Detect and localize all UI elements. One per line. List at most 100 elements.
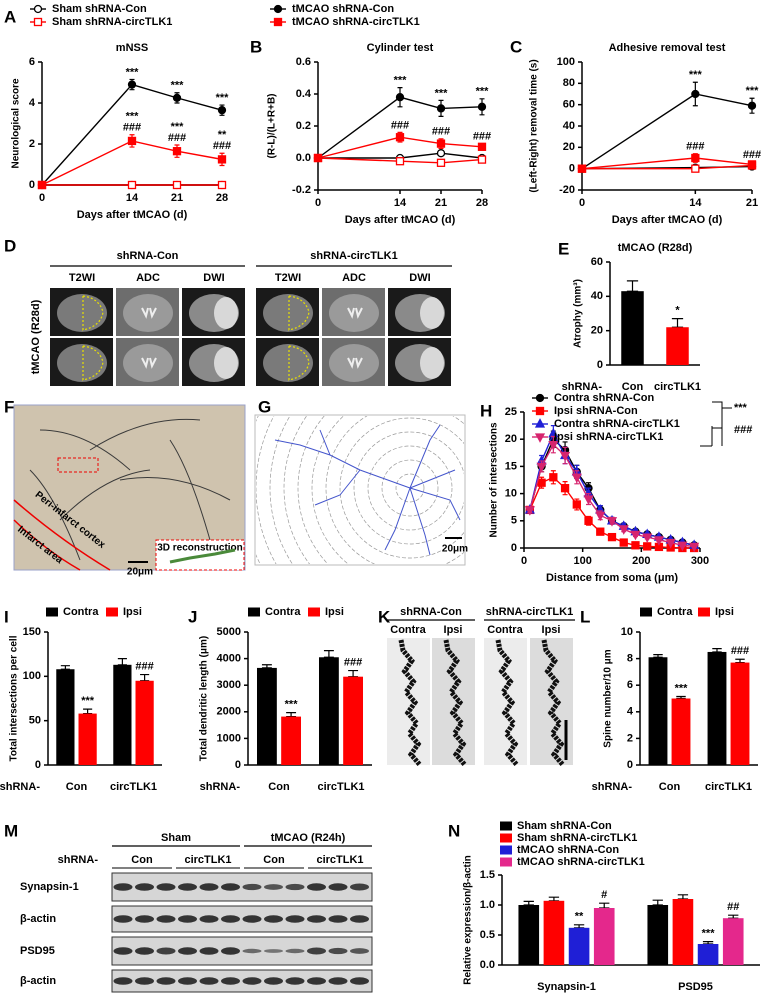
- row-label: tMCAO (R28d): [30, 299, 42, 374]
- error-bar: [671, 318, 684, 328]
- sholl-frame: [254, 414, 466, 566]
- error-bar: [702, 941, 714, 945]
- marker: [549, 473, 558, 482]
- legend-swatch: [500, 845, 512, 855]
- significance: ###: [432, 126, 450, 138]
- error-bar: [348, 669, 359, 678]
- series-line: [529, 432, 695, 546]
- neuron: [39, 429, 131, 471]
- bar: [281, 716, 302, 765]
- bar: [647, 905, 669, 965]
- significance: ###: [743, 149, 761, 161]
- group-label: shRNA-Con: [400, 606, 462, 618]
- marker: [536, 462, 547, 473]
- panel-letter: A: [4, 7, 16, 26]
- x-tick-label: 0: [521, 555, 527, 567]
- column-label: Ipsi: [542, 624, 561, 636]
- x-tick-label: circTLK1: [705, 781, 752, 793]
- category-prefix: shRNA-: [562, 381, 603, 393]
- marker: [217, 106, 227, 115]
- category-prefix: shRNA-: [0, 781, 40, 793]
- error-bar: [323, 650, 334, 658]
- y-tick-label: 1.0: [480, 899, 495, 911]
- row-label: β-actin: [20, 913, 56, 925]
- legend-label: Sham shRNA-circTLK1: [517, 832, 637, 844]
- y-tick-label: 2: [627, 732, 633, 744]
- panel-letter: C: [510, 37, 522, 56]
- y-tick-label: 80: [563, 77, 575, 89]
- group-label: shRNA-circTLK1: [310, 250, 397, 262]
- significance: ***: [126, 111, 140, 123]
- error-bar: [712, 648, 722, 653]
- marker: [33, 17, 43, 27]
- blot-band: [113, 977, 133, 985]
- y-axis-label: (Left-Right) removal time (s): [529, 59, 540, 192]
- y-axis-label: Total intersections per cell: [9, 635, 20, 761]
- y-tick-label: 6: [29, 56, 35, 68]
- spine-image: [387, 638, 430, 765]
- series-line: [317, 136, 483, 159]
- marker: [606, 517, 618, 527]
- legend-label: Ipsi shRNA-Con: [554, 405, 638, 417]
- y-tick-label: 50: [29, 715, 41, 727]
- legend-label: Sham shRNA-Con: [517, 820, 612, 832]
- y-tick-label: 40: [591, 290, 603, 302]
- y-tick-label: 0: [569, 163, 575, 175]
- marker: [172, 93, 182, 103]
- legend-swatch: [500, 857, 512, 867]
- spine-image: [432, 638, 475, 765]
- significance: ###: [391, 119, 409, 131]
- blot-band: [242, 948, 262, 954]
- infarct-outline: [288, 345, 310, 381]
- blot-band: [221, 977, 240, 985]
- row-prefix: shRNA-: [58, 854, 99, 866]
- significance: ***: [435, 87, 449, 99]
- x-tick-label: Synapsin-1: [537, 981, 596, 993]
- brain: [329, 294, 379, 332]
- bar: [518, 905, 540, 965]
- marker: [172, 147, 182, 156]
- marker: [618, 525, 629, 535]
- legend-swatch: [46, 607, 58, 617]
- marker: [436, 104, 446, 113]
- subgroup-label: circTLK1: [184, 854, 231, 866]
- y-tick-label: 0: [235, 759, 241, 771]
- row-label: PSD95: [20, 945, 55, 957]
- y-tick-label: 0: [35, 759, 41, 771]
- brain: [57, 344, 107, 382]
- marker: [630, 530, 641, 541]
- brain: [263, 294, 313, 332]
- significance: ***: [689, 69, 703, 81]
- marker: [691, 89, 700, 99]
- sholl-ring: [311, 416, 349, 564]
- marker: [631, 541, 640, 550]
- marker: [595, 511, 606, 522]
- infarct-outline: [82, 345, 104, 381]
- bar: [318, 657, 339, 765]
- y-tick-label: 4: [29, 97, 36, 109]
- ventricle: [347, 357, 363, 369]
- legend-label: Ipsi: [123, 606, 142, 618]
- significance: ***: [81, 695, 95, 707]
- y-tick-label: 1000: [217, 732, 241, 744]
- significance: ###: [473, 131, 491, 143]
- blot-band: [156, 947, 176, 955]
- significance: ###: [686, 141, 704, 153]
- ventricle: [141, 357, 157, 369]
- error-bar: [599, 902, 610, 909]
- y-tick-label: 0.0: [480, 959, 495, 971]
- blot-band: [221, 915, 240, 923]
- blot-band: [350, 883, 369, 891]
- blot-band: [285, 883, 305, 891]
- marker: [642, 533, 653, 544]
- blot-band: [135, 977, 154, 985]
- bar: [672, 899, 694, 965]
- marker: [524, 506, 535, 516]
- y-tick-label: 100: [23, 670, 41, 682]
- series-line: [317, 157, 483, 164]
- blot-band: [350, 915, 369, 923]
- blot-band: [199, 883, 219, 891]
- group-label: Sham: [161, 832, 191, 844]
- significance: ***: [702, 928, 716, 940]
- blot-band: [264, 949, 283, 953]
